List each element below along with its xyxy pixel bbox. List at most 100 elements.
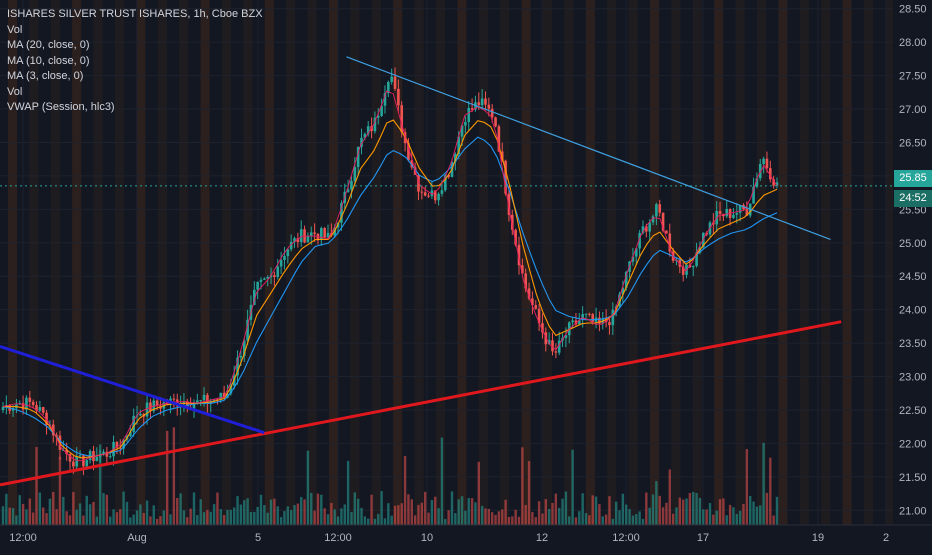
candle-body xyxy=(758,163,762,179)
volume-bar xyxy=(641,518,645,525)
legend-item-ma3[interactable]: MA (3, close, 0) xyxy=(7,70,84,82)
volume-bar xyxy=(551,502,554,525)
volume-bar xyxy=(139,504,142,525)
session-band xyxy=(29,0,39,525)
candle-body xyxy=(246,319,249,341)
volume-bar xyxy=(507,517,511,525)
volume-bar xyxy=(286,506,290,525)
candle-body xyxy=(199,400,202,402)
candle-body xyxy=(38,407,42,411)
volume-bar xyxy=(155,518,159,525)
candle-body xyxy=(437,193,440,201)
volume-bar xyxy=(745,449,749,525)
candle-body xyxy=(504,160,507,194)
volume-bar xyxy=(232,507,236,525)
volume-bar xyxy=(759,505,762,525)
volume-bar xyxy=(648,507,651,525)
candle-body xyxy=(531,298,534,306)
candle-body xyxy=(762,158,765,164)
volume-bar xyxy=(363,516,367,525)
ma20-line xyxy=(2,136,778,457)
candle-body xyxy=(286,249,290,257)
legend-item-vol-2[interactable]: Vol xyxy=(7,85,23,98)
trendline-blue[interactable] xyxy=(0,345,265,435)
session-band xyxy=(264,0,274,525)
candle-body xyxy=(212,399,216,401)
candle-body xyxy=(256,281,259,290)
legend-item-ma20[interactable]: MA (20, close, 0) xyxy=(7,39,90,51)
volume-bar xyxy=(226,509,229,525)
volume-bar xyxy=(534,517,537,525)
volume-bar xyxy=(635,513,638,525)
candle-body xyxy=(363,133,367,138)
session-band xyxy=(8,0,17,525)
volume-bar xyxy=(665,502,668,525)
candle-body xyxy=(129,431,132,436)
candle-body xyxy=(454,154,457,162)
volume-bar xyxy=(343,504,346,525)
volume-bar xyxy=(668,469,671,525)
legend-item-vol[interactable]: Vol xyxy=(7,23,23,36)
volume-bar xyxy=(75,509,78,525)
candle-body xyxy=(631,256,635,262)
volume-bar xyxy=(276,506,279,525)
candle-body xyxy=(534,305,538,309)
session-band xyxy=(543,0,552,525)
price-axis[interactable] xyxy=(893,0,932,525)
session-band xyxy=(885,0,895,525)
volume-bar xyxy=(504,499,507,525)
legend-item-vwap[interactable]: VWAP (Session, hlc3) xyxy=(7,101,115,113)
candle-body xyxy=(738,205,742,213)
session-band xyxy=(50,0,60,525)
trendline-lower[interactable] xyxy=(0,320,842,487)
volume-bar xyxy=(601,516,604,525)
candle-body xyxy=(28,397,32,402)
volume-bar xyxy=(179,493,182,525)
volume-bar xyxy=(11,508,15,525)
volume-bar xyxy=(387,503,390,525)
volume-bar xyxy=(356,498,360,525)
volume-bar xyxy=(62,496,65,525)
legend-item-ma10[interactable]: MA (10, close, 0) xyxy=(7,54,90,67)
volume-bar xyxy=(698,497,702,525)
session-band xyxy=(478,0,488,525)
volume-bar xyxy=(427,512,430,525)
candle-body xyxy=(655,204,658,217)
candle-body xyxy=(477,102,481,106)
y-tick-label: 23.00 xyxy=(899,372,927,384)
volume-bar xyxy=(219,509,222,525)
volume-bar xyxy=(625,504,628,525)
candle-body xyxy=(387,81,390,94)
session-band xyxy=(414,0,424,525)
volume-bar xyxy=(28,498,32,525)
candle-body xyxy=(507,193,511,215)
volume-bar xyxy=(772,515,775,525)
last-price-tag: 25.85 xyxy=(894,170,932,187)
candle-body xyxy=(611,309,615,326)
legend-title[interactable]: ISHARES SILVER TRUST ISHARES, 1h, Cboe B… xyxy=(7,8,263,20)
volume-bar xyxy=(514,509,517,525)
candle-body xyxy=(420,191,424,193)
candle-body xyxy=(460,125,464,137)
trendline-upper[interactable] xyxy=(346,56,831,240)
candle-body xyxy=(78,455,82,457)
candle-body xyxy=(467,108,471,123)
session-band xyxy=(136,0,146,525)
volume-bar xyxy=(581,493,584,525)
volume-bar xyxy=(246,498,249,525)
volume-bar xyxy=(306,450,310,525)
candle-body xyxy=(755,178,759,187)
volume-bar xyxy=(216,492,219,525)
candle-body xyxy=(581,314,584,321)
volume-bar xyxy=(397,505,400,525)
volume-bar xyxy=(336,516,340,525)
volume-bar xyxy=(249,511,253,525)
volume-bar xyxy=(105,494,109,525)
trendlines[interactable] xyxy=(0,56,842,487)
x-tick-label: 12:00 xyxy=(324,532,352,544)
session-band xyxy=(350,0,360,525)
session-band xyxy=(864,0,873,525)
volume-bar xyxy=(390,515,393,525)
